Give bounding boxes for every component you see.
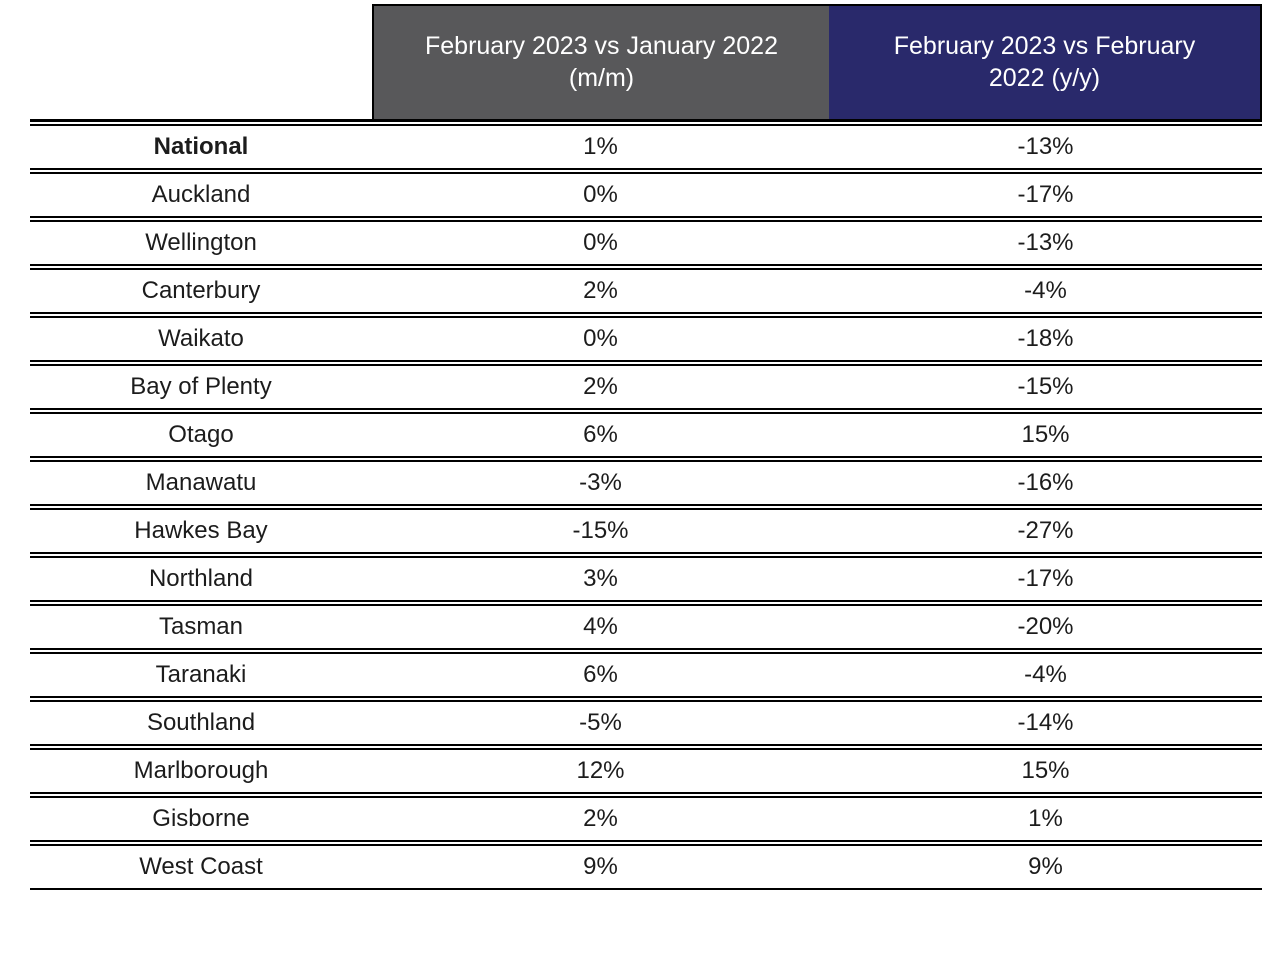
mm-value-cell: -3% bbox=[372, 460, 829, 506]
table-body: National 1% -13% Auckland 0% -17% Wellington 0%… bbox=[30, 124, 1262, 890]
mm-column-header: February 2023 vs January 2022 (m/m) bbox=[372, 4, 829, 122]
mm-value-cell: 0% bbox=[372, 172, 829, 218]
mm-value-cell: 2% bbox=[372, 268, 829, 314]
region-cell: Hawkes Bay bbox=[30, 508, 372, 554]
region-cell: Otago bbox=[30, 412, 372, 458]
region-cell: West Coast bbox=[30, 844, 372, 890]
yy-value-cell: -18% bbox=[829, 316, 1262, 362]
yy-value-cell: -13% bbox=[829, 124, 1262, 170]
mm-value-cell: 6% bbox=[372, 412, 829, 458]
table-row: West Coast 9% 9% bbox=[30, 844, 1262, 890]
region-cell: Canterbury bbox=[30, 268, 372, 314]
yy-value-cell: -4% bbox=[829, 268, 1262, 314]
mm-value-cell: 1% bbox=[372, 124, 829, 170]
region-cell: Tasman bbox=[30, 604, 372, 650]
table-row: Auckland 0% -17% bbox=[30, 172, 1262, 218]
region-cell: National bbox=[30, 124, 372, 170]
yy-value-cell: -20% bbox=[829, 604, 1262, 650]
yy-value-cell: -17% bbox=[829, 172, 1262, 218]
table-row: National 1% -13% bbox=[30, 124, 1262, 170]
yy-value-cell: 1% bbox=[829, 796, 1262, 842]
table-row: Otago 6% 15% bbox=[30, 412, 1262, 458]
mm-value-cell: 3% bbox=[372, 556, 829, 602]
region-cell: Manawatu bbox=[30, 460, 372, 506]
header-row: February 2023 vs January 2022 (m/m) Febr… bbox=[30, 4, 1262, 122]
table-row: Marlborough 12% 15% bbox=[30, 748, 1262, 794]
region-cell: Gisborne bbox=[30, 796, 372, 842]
region-cell: Bay of Plenty bbox=[30, 364, 372, 410]
region-cell: Waikato bbox=[30, 316, 372, 362]
region-cell: Northland bbox=[30, 556, 372, 602]
region-column-header bbox=[30, 4, 372, 122]
region-cell: Southland bbox=[30, 700, 372, 746]
yy-value-cell: -16% bbox=[829, 460, 1262, 506]
mm-value-cell: 2% bbox=[372, 364, 829, 410]
mm-value-cell: 0% bbox=[372, 316, 829, 362]
region-cell: Taranaki bbox=[30, 652, 372, 698]
mm-value-cell: -15% bbox=[372, 508, 829, 554]
mm-value-cell: 0% bbox=[372, 220, 829, 266]
yy-value-cell: -13% bbox=[829, 220, 1262, 266]
table-header: February 2023 vs January 2022 (m/m) Febr… bbox=[30, 4, 1262, 122]
region-cell: Auckland bbox=[30, 172, 372, 218]
table-row: Waikato 0% -18% bbox=[30, 316, 1262, 362]
table-row: Manawatu -3% -16% bbox=[30, 460, 1262, 506]
mm-value-cell: -5% bbox=[372, 700, 829, 746]
yy-value-cell: -14% bbox=[829, 700, 1262, 746]
yy-value-cell: -4% bbox=[829, 652, 1262, 698]
region-cell: Marlborough bbox=[30, 748, 372, 794]
yy-value-cell: 15% bbox=[829, 412, 1262, 458]
region-cell: Wellington bbox=[30, 220, 372, 266]
yy-value-cell: 15% bbox=[829, 748, 1262, 794]
mm-value-cell: 9% bbox=[372, 844, 829, 890]
yy-value-cell: 9% bbox=[829, 844, 1262, 890]
mm-value-cell: 12% bbox=[372, 748, 829, 794]
table-row: Northland 3% -17% bbox=[30, 556, 1262, 602]
table-row: Canterbury 2% -4% bbox=[30, 268, 1262, 314]
yy-value-cell: -15% bbox=[829, 364, 1262, 410]
yy-value-cell: -27% bbox=[829, 508, 1262, 554]
yy-column-header: February 2023 vs February 2022 (y/y) bbox=[829, 4, 1262, 122]
mm-value-cell: 2% bbox=[372, 796, 829, 842]
regional-price-change-table: February 2023 vs January 2022 (m/m) Febr… bbox=[30, 2, 1262, 892]
table-row: Bay of Plenty 2% -15% bbox=[30, 364, 1262, 410]
mm-value-cell: 4% bbox=[372, 604, 829, 650]
mm-value-cell: 6% bbox=[372, 652, 829, 698]
table-row: Gisborne 2% 1% bbox=[30, 796, 1262, 842]
table-row: Taranaki 6% -4% bbox=[30, 652, 1262, 698]
table-row: Hawkes Bay -15% -27% bbox=[30, 508, 1262, 554]
table-row: Tasman 4% -20% bbox=[30, 604, 1262, 650]
yy-value-cell: -17% bbox=[829, 556, 1262, 602]
table-row: Wellington 0% -13% bbox=[30, 220, 1262, 266]
table-row: Southland -5% -14% bbox=[30, 700, 1262, 746]
